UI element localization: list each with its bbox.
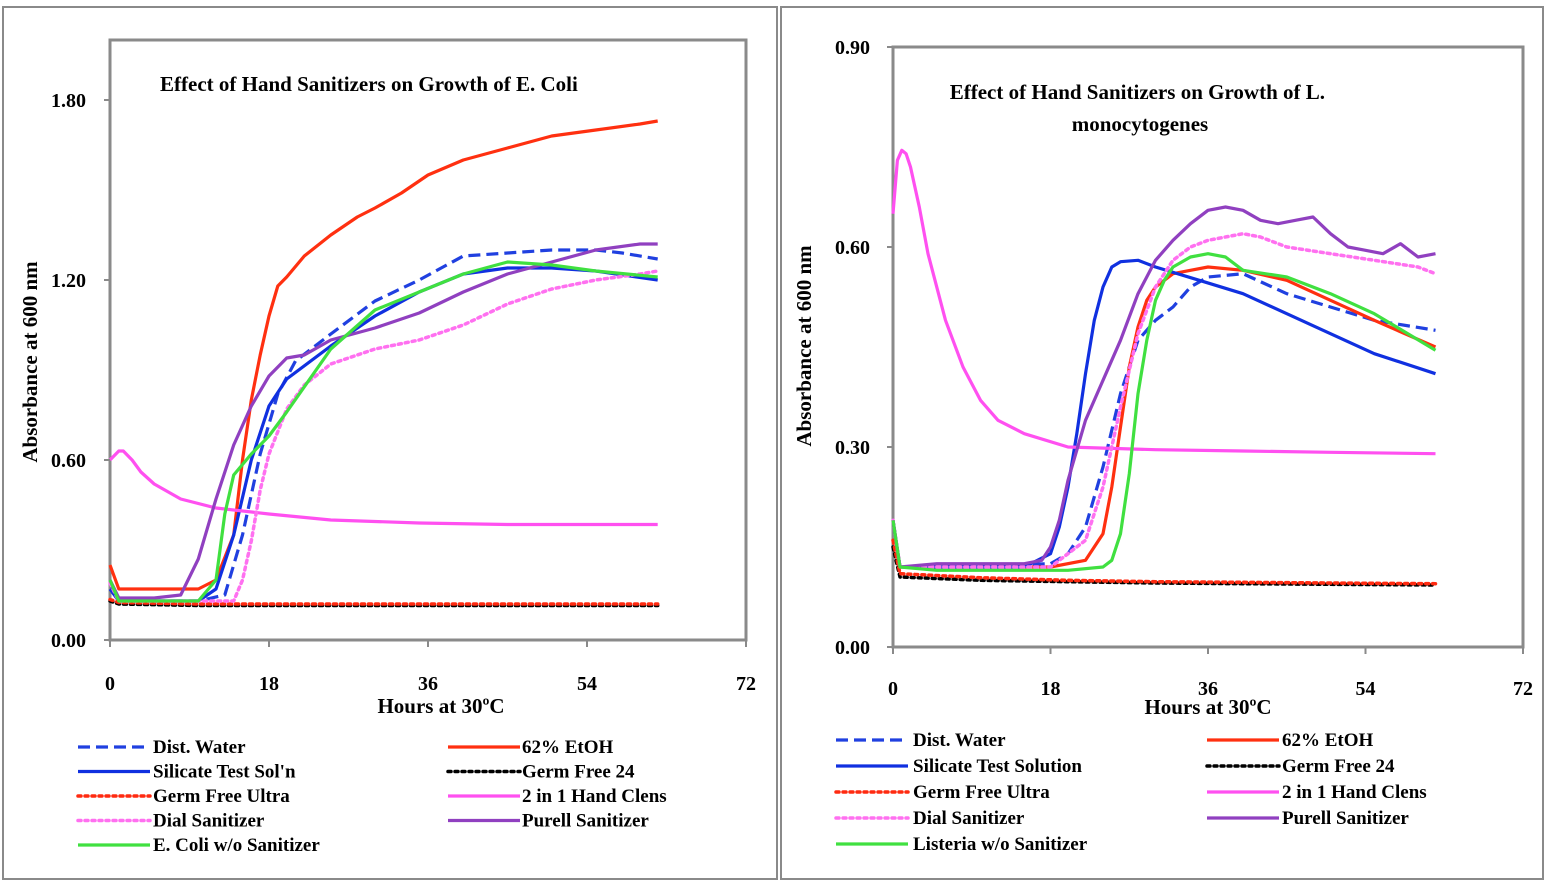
ecoli-series-layer xyxy=(108,119,660,608)
listeria-plot-area xyxy=(891,45,1525,649)
ecoli-y-axis-label: Absorbance at 600 nm xyxy=(18,261,42,463)
ecoli-legend-label-1: 62% EtOH xyxy=(522,737,614,758)
listeria-series-line-6 xyxy=(891,231,1438,569)
listeria-y-tick-label: 0.00 xyxy=(835,637,870,659)
listeria-series-line-7 xyxy=(891,205,1436,569)
listeria-x-axis-label: Hours at 30ºC xyxy=(1144,695,1271,719)
ecoli-x-tick-label: 18 xyxy=(259,673,279,695)
listeria-y-tick-label: 0.90 xyxy=(835,37,870,59)
listeria-legend-label-1: 62% EtOH xyxy=(1282,730,1374,751)
ecoli-legend-label-8: E. Coli w/o Sanitizer xyxy=(153,835,320,856)
ecoli-x-tick-label: 54 xyxy=(577,673,597,695)
listeria-series-layer xyxy=(891,148,1438,587)
listeria-series-line-8 xyxy=(891,252,1437,572)
listeria-chart: Effect of Hand Sanitizers on Growth of L… xyxy=(792,37,1533,855)
listeria-title-line-1: Effect of Hand Sanitizers on Growth of L… xyxy=(950,80,1325,104)
listeria-y-ticks: 0.00 0.30 0.60 0.90 xyxy=(835,37,893,659)
listeria-x-tick-label: 0 xyxy=(888,678,898,700)
listeria-series-line-1 xyxy=(891,265,1437,569)
listeria-legend-label-2: Silicate Test Solution xyxy=(913,756,1082,777)
ecoli-legend-label-6: Dial Sanitizer xyxy=(153,811,265,832)
listeria-legend: Dist. Water 62% EtOH Silicate Test Solutio… xyxy=(834,730,1427,855)
ecoli-legend: Dist. Water 62% EtOH Silicate Test Sol'n Ge… xyxy=(76,737,667,856)
ecoli-y-tick-label: 1.80 xyxy=(51,90,86,112)
listeria-legend-label-7: Purell Sanitizer xyxy=(1282,808,1409,829)
listeria-x-tick-label: 72 xyxy=(1513,678,1533,700)
left-panel-frame xyxy=(2,6,778,880)
ecoli-series-line-8 xyxy=(108,260,658,603)
ecoli-chart: Effect of Hand Sanitizers on Growth of E… xyxy=(18,38,756,856)
ecoli-legend-label-2: Silicate Test Sol'n xyxy=(153,762,296,783)
listeria-y-tick-label: 0.60 xyxy=(835,237,870,259)
ecoli-y-ticks: 0.00 0.60 1.20 1.80 xyxy=(51,90,110,652)
listeria-x-tick-label: 18 xyxy=(1041,678,1061,700)
ecoli-x-axis-label: Hours at 30ºC xyxy=(377,694,504,718)
ecoli-y-tick-label: 1.20 xyxy=(51,270,86,292)
listeria-x-tick-label: 36 xyxy=(1198,678,1218,700)
listeria-legend-label-3: Germ Free 24 xyxy=(1282,756,1395,777)
ecoli-y-tick-label: 0.60 xyxy=(51,450,86,472)
ecoli-legend-label-3: Germ Free 24 xyxy=(522,762,635,783)
listeria-series-line-4 xyxy=(891,538,1438,586)
ecoli-plot-area xyxy=(108,38,748,642)
listeria-legend-label-4: Germ Free Ultra xyxy=(913,782,1050,803)
ecoli-legend-label-7: Purell Sanitizer xyxy=(522,811,649,832)
listeria-series-line-5 xyxy=(891,148,1436,456)
listeria-legend-label-8: Listeria w/o Sanitizer xyxy=(913,834,1088,855)
listeria-legend-label-5: 2 in 1 Hand Clens xyxy=(1282,782,1427,803)
ecoli-chart-title: Effect of Hand Sanitizers on Growth of E… xyxy=(160,72,578,96)
ecoli-series-line-4 xyxy=(108,597,660,606)
listeria-y-tick-label: 0.30 xyxy=(835,437,870,459)
ecoli-x-tick-label: 72 xyxy=(736,673,756,695)
ecoli-x-tick-label: 36 xyxy=(418,673,438,695)
ecoli-y-tick-label: 0.00 xyxy=(51,630,86,652)
ecoli-series-line-5 xyxy=(108,449,658,527)
listeria-title-line-2: monocytogenes xyxy=(1072,112,1208,136)
listeria-x-tick-label: 54 xyxy=(1356,678,1376,700)
ecoli-x-ticks: 0 18 36 54 72 xyxy=(105,640,756,695)
ecoli-legend-label-5: 2 in 1 Hand Clens xyxy=(522,786,667,807)
ecoli-legend-label-4: Germ Free Ultra xyxy=(153,786,290,807)
listeria-series-line-0 xyxy=(891,272,1436,569)
listeria-x-ticks: 0 18 36 54 72 xyxy=(888,647,1533,700)
right-panel-frame xyxy=(780,6,1544,880)
listeria-legend-label-0: Dist. Water xyxy=(913,730,1006,751)
listeria-chart-title: Effect of Hand Sanitizers on Growth of L… xyxy=(950,80,1331,136)
listeria-legend-label-6: Dial Sanitizer xyxy=(913,808,1025,829)
listeria-y-axis-label: Absorbance at 600 nm xyxy=(792,245,816,447)
ecoli-legend-label-0: Dist. Water xyxy=(153,737,246,758)
ecoli-x-tick-label: 0 xyxy=(105,673,115,695)
